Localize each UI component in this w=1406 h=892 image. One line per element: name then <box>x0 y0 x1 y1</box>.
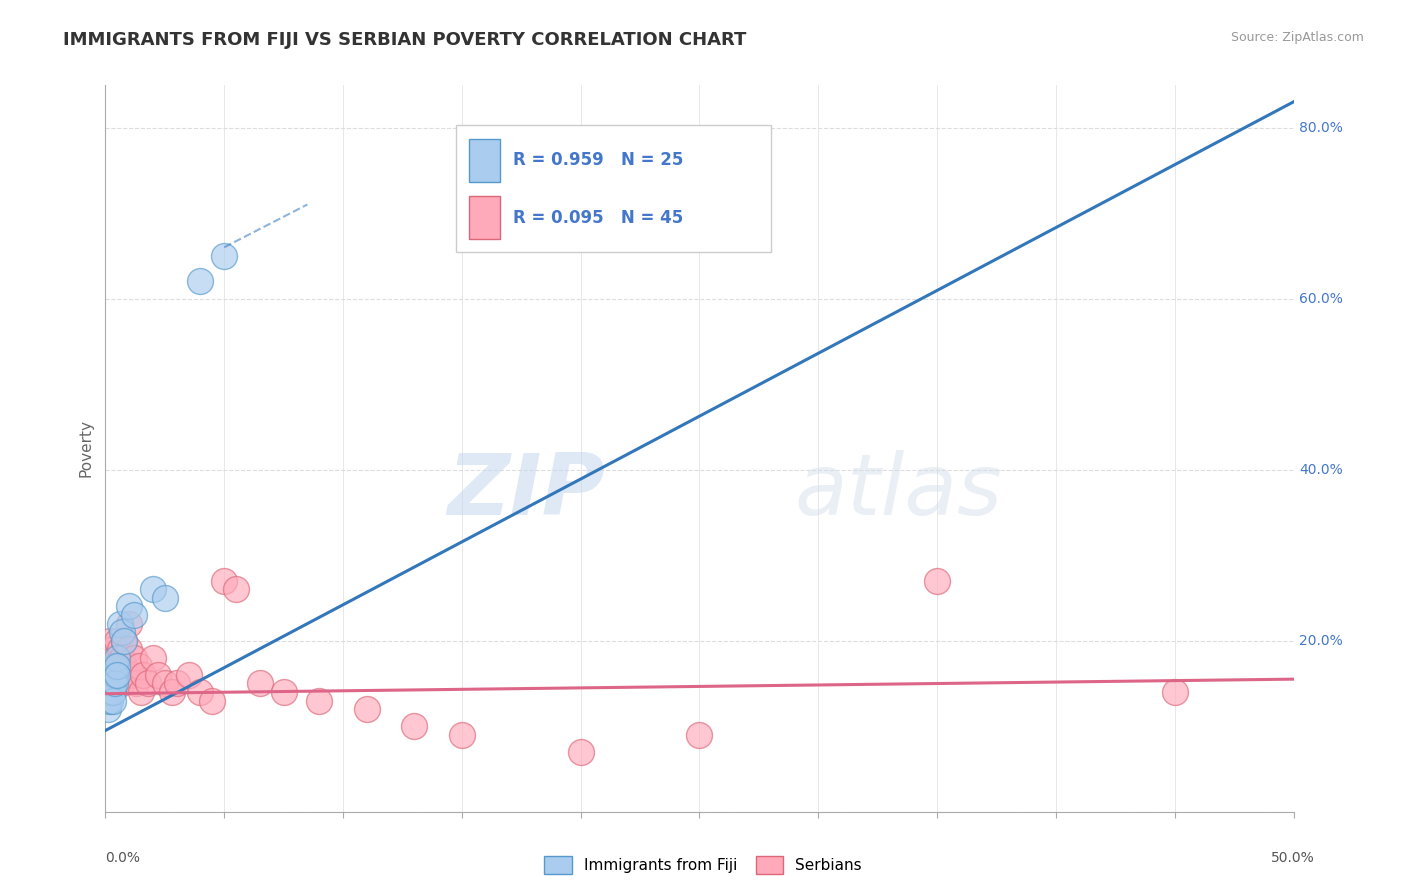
Point <box>190 685 212 699</box>
Text: atlas: atlas <box>794 450 1002 533</box>
Point <box>225 582 247 597</box>
Point <box>104 650 127 665</box>
Point <box>98 693 121 707</box>
Point <box>101 693 124 707</box>
Text: 50.0%: 50.0% <box>1271 851 1315 865</box>
Point <box>104 659 127 673</box>
Point <box>153 676 176 690</box>
Legend: Immigrants from Fiji, Serbians: Immigrants from Fiji, Serbians <box>538 850 868 880</box>
Point <box>121 668 143 682</box>
Point <box>1164 685 1187 699</box>
Point <box>105 659 128 673</box>
Point <box>356 702 378 716</box>
Point <box>101 685 124 699</box>
Point <box>101 676 124 690</box>
Point <box>177 668 200 682</box>
Point <box>118 616 141 631</box>
Point <box>569 745 592 759</box>
Point <box>108 642 131 657</box>
Point <box>142 650 165 665</box>
Point <box>160 685 183 699</box>
Text: 20.0%: 20.0% <box>1299 633 1343 648</box>
Text: Source: ZipAtlas.com: Source: ZipAtlas.com <box>1230 31 1364 45</box>
Point <box>97 685 120 699</box>
Point <box>125 676 148 690</box>
Point <box>97 702 120 716</box>
Point <box>98 633 121 648</box>
Text: 80.0%: 80.0% <box>1299 120 1343 135</box>
Point <box>190 275 212 289</box>
Point <box>128 659 150 673</box>
Point <box>114 633 136 648</box>
Point <box>122 650 145 665</box>
Point <box>166 676 188 690</box>
Point <box>273 685 295 699</box>
Text: 60.0%: 60.0% <box>1299 292 1343 306</box>
Point <box>142 582 165 597</box>
Point <box>689 728 711 742</box>
Point <box>214 574 236 588</box>
Point <box>450 728 472 742</box>
Point <box>101 668 124 682</box>
Point <box>98 676 121 690</box>
Point <box>101 642 124 657</box>
Point <box>108 616 131 631</box>
Point <box>111 676 134 690</box>
Point <box>201 693 224 707</box>
Point <box>925 574 948 588</box>
Point <box>108 668 131 682</box>
Point <box>118 599 141 614</box>
Point <box>129 685 152 699</box>
Point <box>101 668 124 682</box>
Point <box>111 650 134 665</box>
Point <box>308 693 330 707</box>
Point <box>114 659 136 673</box>
Point <box>118 642 141 657</box>
Point <box>105 650 128 665</box>
Point <box>98 685 121 699</box>
Text: 40.0%: 40.0% <box>1299 463 1343 476</box>
Point <box>104 676 127 690</box>
Point <box>115 668 138 682</box>
Point <box>136 676 159 690</box>
Point <box>104 676 127 690</box>
Point <box>404 719 426 733</box>
Point <box>114 633 136 648</box>
Point <box>111 625 134 640</box>
Point <box>105 659 128 673</box>
Point <box>249 676 271 690</box>
Point <box>97 693 120 707</box>
Point <box>104 668 127 682</box>
Point <box>97 650 120 665</box>
Point <box>98 659 121 673</box>
Point <box>132 668 155 682</box>
Text: IMMIGRANTS FROM FIJI VS SERBIAN POVERTY CORRELATION CHART: IMMIGRANTS FROM FIJI VS SERBIAN POVERTY … <box>63 31 747 49</box>
Y-axis label: Poverty: Poverty <box>79 419 94 477</box>
Text: 0.0%: 0.0% <box>105 851 141 865</box>
Point <box>122 607 145 622</box>
Point <box>214 249 236 263</box>
Text: ZIP: ZIP <box>447 450 605 533</box>
Point <box>105 633 128 648</box>
Point <box>105 668 128 682</box>
Point <box>153 591 176 605</box>
Point <box>146 668 169 682</box>
